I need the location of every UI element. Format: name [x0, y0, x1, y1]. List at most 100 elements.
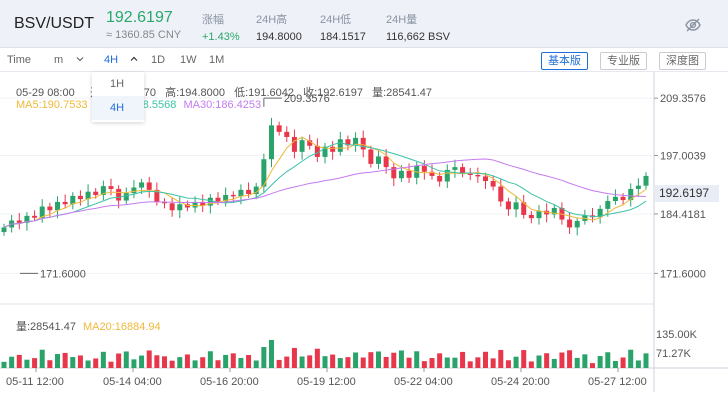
candle [207, 197, 213, 206]
candle-close: 收:192.6197 [303, 87, 364, 99]
volume-bar [376, 351, 381, 368]
candle [162, 201, 167, 204]
candle [536, 210, 542, 219]
high-annotation: 209.3576 [284, 93, 330, 105]
candle [261, 159, 267, 187]
volume-bar [582, 354, 588, 368]
volume-bar [32, 358, 38, 368]
volume-bar [551, 358, 557, 368]
volume-bar [62, 352, 68, 368]
ticker-header: BSV/USDT 192.6197 ≈ 1360.85 CNY 涨幅 +1.43… [0, 0, 728, 48]
candle [192, 201, 198, 208]
candle-high: 高:194.8000 [165, 87, 226, 99]
candle [146, 182, 152, 190]
chevron-up-icon[interactable] [130, 55, 138, 63]
candle [77, 195, 83, 200]
candle [597, 208, 603, 218]
time-tick-label: 05-27 12:00 [588, 376, 647, 388]
candle [567, 219, 573, 228]
ma10-line [3, 142, 647, 228]
volume-bar [368, 352, 374, 368]
volume-bar [498, 349, 504, 368]
candle [635, 185, 641, 189]
candle-info: 05-29 08:00 70 高:194.8000 低:191.6042 收:1… [16, 84, 438, 100]
interval-selector[interactable]: 4H [104, 54, 119, 66]
candle [528, 214, 534, 219]
pro-version-button[interactable]: 专业版 [600, 52, 647, 70]
interval-1w[interactable]: 1W [180, 54, 197, 66]
chevron-down-icon[interactable] [76, 55, 84, 63]
candle [253, 186, 259, 195]
volume-tick-label: 135.00K [656, 329, 698, 341]
volume-bar [406, 357, 412, 368]
candle [467, 173, 473, 176]
ma10-value: 88.5568 [136, 99, 177, 111]
volume-bar [483, 351, 488, 368]
pair-name[interactable]: BSV/USDT [14, 15, 95, 32]
volume-bar [337, 358, 343, 368]
volume-bar [521, 350, 527, 368]
volume-bar [9, 356, 15, 368]
candle [269, 125, 274, 160]
candle [238, 189, 244, 197]
dropdown-option-1h[interactable]: 1H [110, 78, 125, 90]
volume-bar [574, 357, 580, 368]
interval-1m[interactable]: 1M [209, 54, 225, 66]
volume-bar [360, 357, 366, 368]
volume-bar [123, 351, 129, 368]
candle [62, 201, 68, 205]
candle [475, 175, 481, 177]
basic-version-button[interactable]: 基本版 [541, 52, 588, 70]
candle [605, 200, 611, 209]
candle [574, 220, 580, 228]
volume-bar [93, 358, 99, 368]
candle [299, 140, 305, 152]
volume-bar [505, 360, 511, 368]
price-box: 192.6197 ≈ 1360.85 CNY [106, 9, 181, 41]
candle [116, 188, 122, 201]
stat-high: 24H高 194.8000 [256, 11, 302, 43]
candle [100, 186, 106, 195]
candle [246, 189, 252, 195]
time-button[interactable]: Time [7, 54, 32, 66]
volume-bar [345, 357, 351, 368]
candle [169, 203, 175, 211]
volume-bar [383, 356, 389, 368]
candle [643, 175, 649, 186]
volume-value: 量:28541.47 [16, 321, 76, 333]
time-tick-label: 05-24 20:00 [491, 376, 550, 388]
time-tick-label: 05-19 12:00 [297, 376, 356, 388]
candle [223, 194, 229, 202]
volume-bar [261, 347, 267, 368]
candlestick-chart[interactable]: 209.3576 197.0039 184.4181 171.6000 135.00K 7… [0, 72, 728, 402]
stat-volume: 24H量 116,662 BSV [386, 11, 450, 43]
candle-date: 05-29 08:00 [16, 87, 75, 99]
dropdown-option-4h[interactable]: 4H [92, 96, 144, 120]
depth-chart-button[interactable]: 深度图 [659, 52, 706, 70]
candle [498, 186, 504, 202]
stat-label: 24H低 [320, 14, 352, 26]
candle [1, 227, 7, 233]
volume-bar [475, 357, 481, 368]
stat-value: 184.1517 [320, 31, 366, 43]
volume-bar [307, 355, 313, 368]
volume-bar [620, 357, 626, 368]
volume-bar [230, 353, 236, 368]
volume-bar [322, 356, 328, 368]
candle [230, 194, 236, 197]
candle [177, 204, 183, 211]
ma30-line [3, 158, 647, 228]
volume-bar [643, 353, 649, 368]
candle [24, 215, 30, 223]
interval-1d[interactable]: 1D [151, 54, 166, 66]
volume-bar [291, 347, 297, 368]
minute-selector[interactable]: m [54, 54, 64, 66]
volume-bar [444, 357, 450, 368]
price-tick-label: 171.6000 [660, 268, 706, 280]
candle [16, 220, 22, 223]
candle [154, 189, 160, 202]
price-tick-label: 184.4181 [660, 209, 706, 221]
eye-hidden-icon[interactable] [684, 16, 702, 34]
price-tick-label: 209.3576 [660, 93, 706, 105]
volume-bar [398, 350, 404, 368]
